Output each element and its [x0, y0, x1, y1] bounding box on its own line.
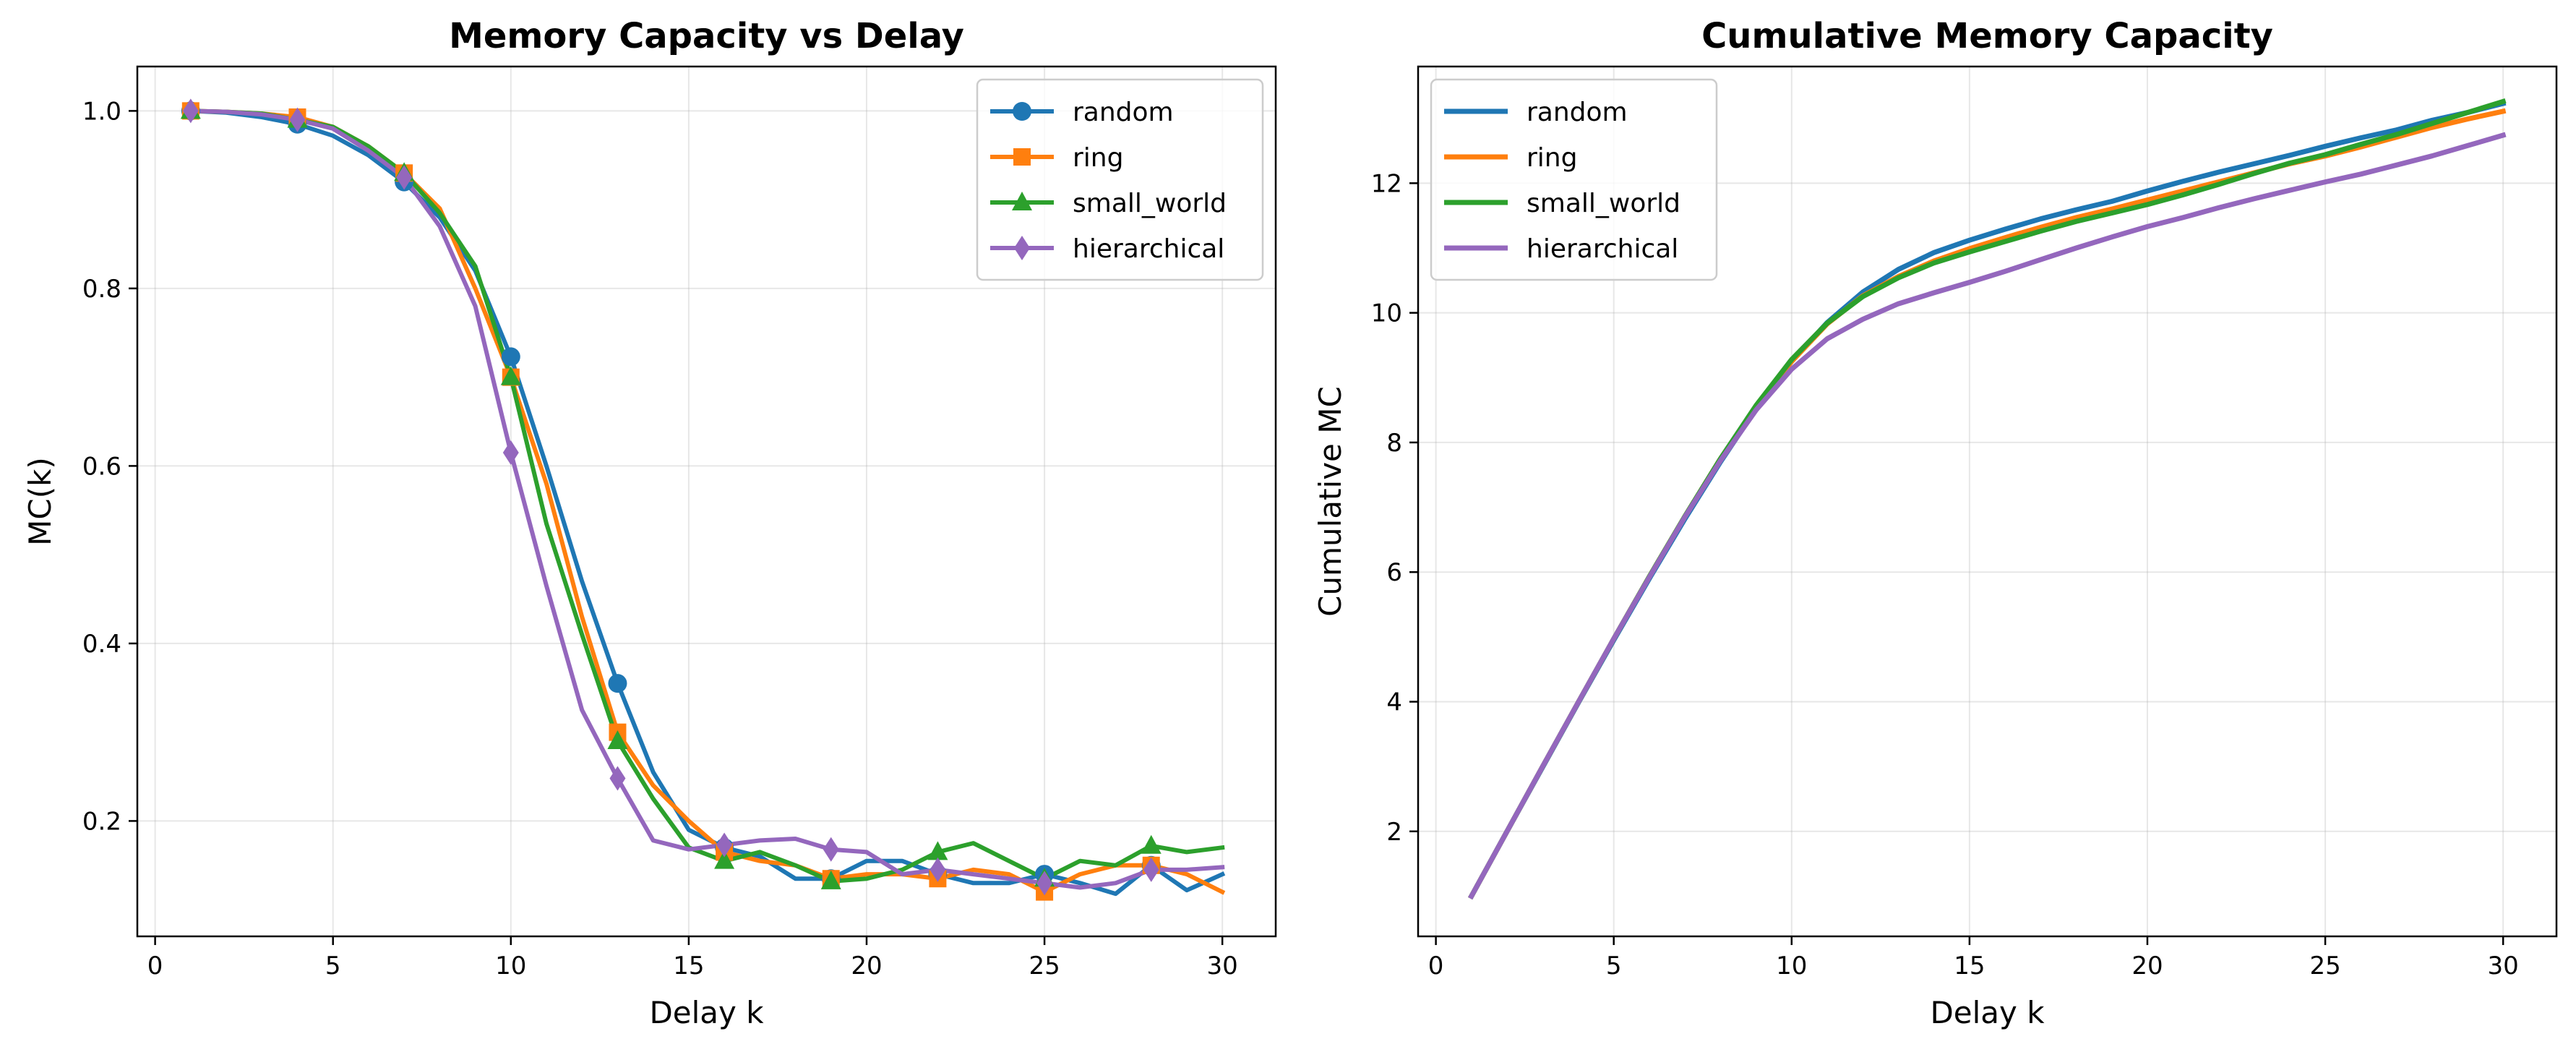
y-tick-label: 8 [1386, 429, 1402, 458]
y-tick-label: 4 [1386, 688, 1402, 717]
x-tick-label: 0 [147, 952, 163, 980]
chart-right: 0 5 10 15 20 25 30 2 4 6 8 10 12 Cumulative Memory Ca… [1313, 16, 2558, 1030]
legend-marker-ring [1013, 148, 1031, 166]
data-point-small_world [500, 366, 521, 385]
legend-label-ring: ring [1527, 143, 1577, 173]
data-point-hierarchical [823, 837, 839, 862]
data-point-hierarchical [396, 165, 413, 190]
x-tick-label: 30 [1207, 952, 1238, 980]
legend: random ring small_world hierarchical [976, 78, 1264, 281]
x-axis-label: Delay k [649, 995, 764, 1030]
legend: random ring small_world hierarchical [1430, 78, 1718, 281]
y-axis-label: MC(k) [22, 457, 58, 546]
x-tick-label: 5 [325, 952, 341, 980]
legend-marker-hierarchical [1014, 236, 1030, 260]
data-point-small_world [714, 850, 735, 869]
x-tick-label: 0 [1428, 952, 1444, 980]
legend-box [976, 78, 1264, 281]
data-point-small_world [607, 730, 628, 749]
x-axis-label: Delay k [1930, 995, 2045, 1030]
x-tick-label: 30 [2488, 952, 2519, 980]
data-point-hierarchical [182, 98, 199, 124]
chart-title: Memory Capacity vs Delay [449, 16, 964, 56]
data-point-hierarchical [1036, 871, 1053, 896]
data-point-hierarchical [716, 832, 733, 858]
legend-label-hierarchical: hierarchical [1073, 234, 1224, 264]
data-point-hierarchical [289, 107, 306, 132]
data-point-random [608, 674, 627, 693]
x-tick-label: 25 [1029, 952, 1060, 980]
data-point-hierarchical [1143, 857, 1159, 882]
x-tick-label: 25 [2309, 952, 2340, 980]
data-point-small_world [927, 841, 948, 860]
data-point-small_world [1141, 834, 1162, 854]
y-tick-label: 0.8 [82, 275, 121, 304]
data-point-hierarchical [502, 440, 519, 465]
legend-label-random: random [1073, 98, 1174, 127]
legend-marker-random [1013, 102, 1031, 121]
y-tick-label: 0.2 [82, 807, 121, 836]
x-tick-label: 5 [1606, 952, 1622, 980]
y-tick-label: 12 [1371, 169, 1402, 198]
plot-frame [1417, 65, 2558, 938]
y-tick-label: 10 [1371, 299, 1402, 328]
y-tick-label: 1.0 [82, 97, 121, 126]
data-point-small_world [820, 870, 841, 889]
chart-title: Cumulative Memory Capacity [1701, 16, 2273, 56]
x-tick-label: 10 [495, 952, 526, 980]
data-point-hierarchical [929, 857, 946, 882]
y-tick-label: 2 [1386, 818, 1402, 847]
data-point-random [501, 347, 520, 367]
legend-label-small_world: small_world [1073, 189, 1227, 218]
y-tick-label: 0.4 [82, 630, 121, 659]
legend-label-small_world: small_world [1527, 189, 1680, 218]
chart-left: 0 5 10 15 20 25 30 0.2 0.4 0.6 0.8 1.0 Memory Capaci… [22, 16, 1277, 1030]
y-tick-label: 6 [1386, 558, 1402, 587]
legend-label-hierarchical: hierarchical [1527, 234, 1678, 264]
legend-box [1430, 78, 1718, 281]
series-line-hierarchical [1468, 132, 2507, 900]
x-tick-label: 15 [673, 952, 704, 980]
x-tick-label: 20 [2131, 952, 2163, 980]
legend-label-random: random [1527, 98, 1628, 127]
legend-label-ring: ring [1073, 143, 1123, 173]
legend-marker-small_world [1012, 192, 1032, 210]
x-tick-label: 15 [1954, 952, 1985, 980]
x-tick-label: 20 [851, 952, 882, 980]
y-axis-label: Cumulative MC [1313, 386, 1348, 617]
data-point-hierarchical [609, 766, 626, 791]
plot-frame [136, 65, 1277, 938]
x-tick-label: 10 [1776, 952, 1807, 980]
y-tick-label: 0.6 [82, 452, 121, 481]
